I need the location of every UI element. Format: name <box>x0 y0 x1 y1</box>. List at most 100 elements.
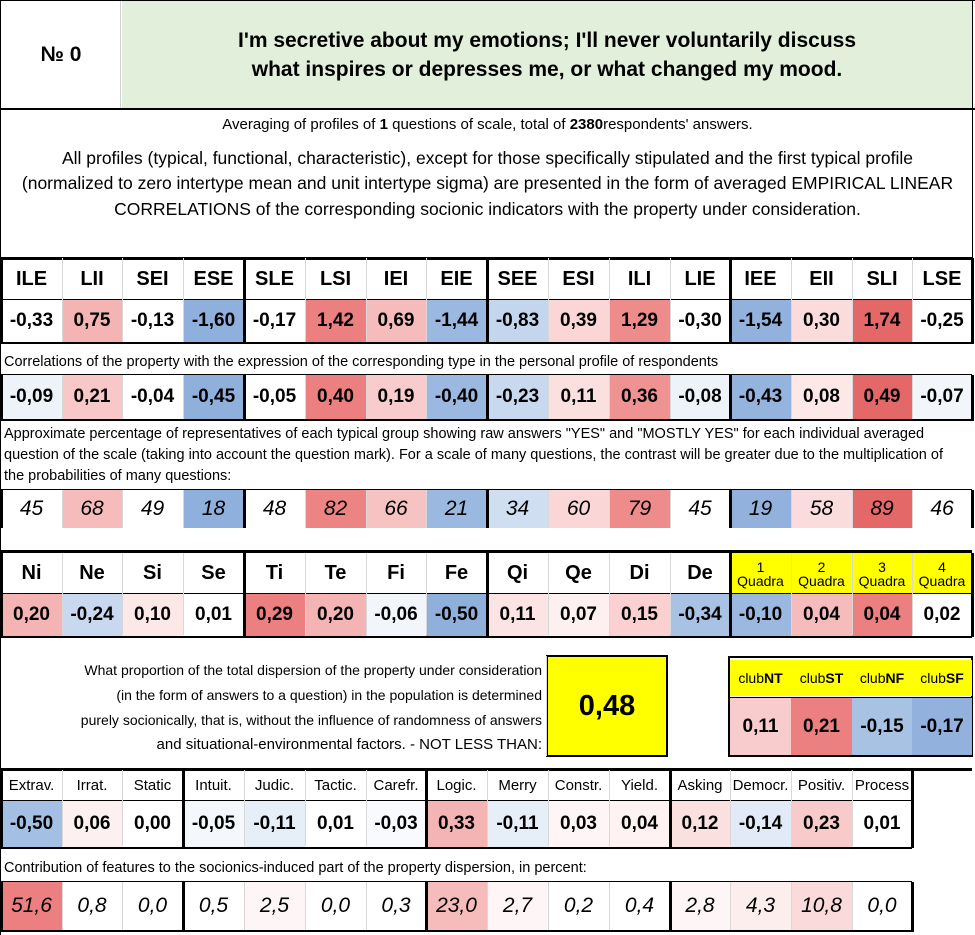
percentage-value: 48 <box>244 490 305 528</box>
averaging-questions-count: 1 <box>379 115 388 133</box>
typical-profile-value: 0,69 <box>366 300 426 342</box>
quadra-number: 1 <box>756 559 765 575</box>
types-cell-divider <box>791 258 792 342</box>
contribution-value: 10,8 <box>791 882 852 930</box>
feature-value: 0,12 <box>670 801 730 847</box>
correlations-cell-divider <box>183 375 184 419</box>
type-header-lie: LIE <box>684 267 716 290</box>
dispersion-note-line: and situational-environmental factors. -… <box>156 736 542 753</box>
contribution-value: 2,5 <box>244 882 305 930</box>
percentages-cell-divider <box>548 490 549 528</box>
left-border <box>0 0 1 935</box>
types-cell-divider <box>366 258 367 342</box>
contribution-value: 0,3 <box>366 882 426 930</box>
function-header-si: Si <box>143 561 162 584</box>
percentage-value: 49 <box>122 490 183 528</box>
functions-cell-divider <box>122 553 123 635</box>
correlations-cell-divider <box>912 375 913 419</box>
feature-header: Yield. <box>621 776 658 794</box>
feature-value: 0,01 <box>852 801 912 847</box>
averaging-middle: questions of scale, total of <box>387 115 570 133</box>
correlations-cell-divider <box>122 375 123 419</box>
percentages-cell-divider <box>183 490 184 528</box>
features-group-divider <box>425 770 428 848</box>
features-cell-divider <box>62 770 63 846</box>
types-group-divider <box>243 258 246 344</box>
quadra-header-3: 3 Quadra <box>852 556 912 592</box>
functions-cell-divider <box>305 553 306 635</box>
contribution-value: 0,0 <box>305 882 366 930</box>
percentages-cell-divider <box>62 490 63 528</box>
feature-header: Positiv. <box>797 776 846 794</box>
quadra-value: 0,04 <box>791 594 852 636</box>
types-cell-divider <box>912 258 913 342</box>
typical-profile-value: 0,30 <box>791 300 852 342</box>
types-cell-divider <box>426 258 427 342</box>
averaging-line: Averaging of profiles of 1 questions of … <box>0 110 975 138</box>
quadra-label: Quadra <box>918 573 966 589</box>
features-bottom-border <box>0 847 912 849</box>
correlation-value: 0,49 <box>852 375 912 419</box>
functions-bottom-border <box>0 636 972 638</box>
contributions-cell-divider <box>366 882 367 930</box>
type-header-ile: ILE <box>15 267 48 290</box>
contributions-cell-divider <box>730 882 731 930</box>
type-header-eie: EIE <box>440 267 473 290</box>
functions-cell-divider <box>670 553 671 635</box>
function-header-de: De <box>687 561 713 584</box>
quadra-header-1: 1 Quadra <box>730 556 791 592</box>
averaging-prefix: Averaging of profiles of <box>222 115 380 133</box>
contributions-group-divider <box>0 882 3 932</box>
quadra-header-2: 2 Quadra <box>791 556 852 592</box>
functions-cell-divider <box>183 553 184 635</box>
contributions-cell-divider <box>62 882 63 930</box>
function-value: -0,06 <box>366 594 426 636</box>
club-suffix: NT <box>764 670 783 686</box>
contribution-value: 2,8 <box>670 882 730 930</box>
function-value: 0,10 <box>122 594 183 636</box>
features-group-divider <box>669 770 672 848</box>
correlation-value: 0,19 <box>366 375 426 419</box>
function-value: 0,20 <box>305 594 366 636</box>
club-suffix: NF <box>885 670 905 686</box>
features-cell-divider <box>366 770 367 846</box>
contribution-value: 23,0 <box>426 882 487 930</box>
contributions-cell-divider <box>548 882 549 930</box>
club-value: -0,15 <box>852 698 912 755</box>
percentage-value: 66 <box>366 490 426 528</box>
functions-group-divider <box>0 553 3 637</box>
correlations-cell-divider <box>548 375 549 419</box>
feature-header: Constr. <box>554 776 603 794</box>
contributions-cell-divider <box>305 882 306 930</box>
typical-profile-value: -0,30 <box>670 300 730 342</box>
feature-value: -0,11 <box>244 801 305 847</box>
correlations-group-divider <box>486 375 489 421</box>
correlations-cell-divider <box>305 375 306 419</box>
header-number-cell <box>1 1 121 108</box>
percentage-value: 18 <box>183 490 244 528</box>
correlation-value: -0,43 <box>730 375 791 419</box>
averaging-respondents-count: 2380 <box>569 115 604 133</box>
types-cell-divider <box>852 258 853 342</box>
contribution-value: 0,0 <box>852 882 912 930</box>
correlation-value: -0,05 <box>244 375 305 419</box>
dispersion-grid-line <box>546 656 547 756</box>
club-suffix: SF <box>945 670 964 686</box>
dispersion-note-line: purely socionically, that is, without th… <box>80 712 542 728</box>
functions-cell-divider <box>791 553 792 635</box>
correlations-cell-divider <box>670 375 671 419</box>
feature-value: -0,05 <box>183 801 244 847</box>
feature-header: Democr. <box>732 776 789 794</box>
quadra-label: Quadra <box>737 573 784 589</box>
percentage-value: 19 <box>730 490 791 528</box>
contributions-group-divider <box>182 882 185 932</box>
contributions-bottom-border <box>0 930 912 932</box>
type-header-lii: LII <box>80 267 104 290</box>
contributions-cell-divider <box>791 882 792 930</box>
function-value: 0,11 <box>487 594 548 636</box>
types-group-divider <box>0 258 3 344</box>
percentages-cell-divider <box>122 490 123 528</box>
question-number: № 0 <box>40 42 82 66</box>
correlation-value: -0,45 <box>183 375 244 419</box>
type-header-lse: LSE <box>922 267 962 290</box>
